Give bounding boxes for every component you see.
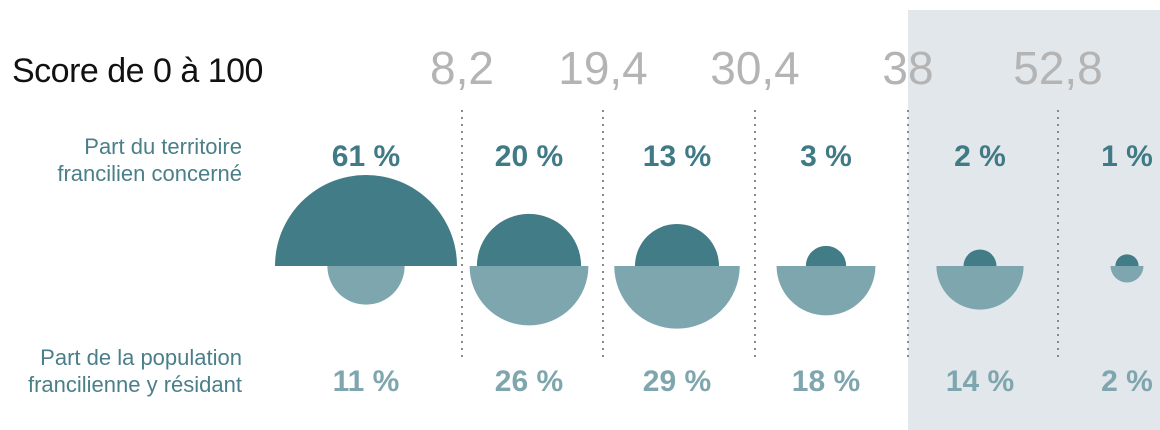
score-threshold-label: 19,4: [558, 42, 648, 94]
semicircles: [275, 175, 1144, 329]
population-row-label: Part de la population francilienne y rés…: [28, 344, 242, 398]
score-threshold-label: 38: [882, 42, 933, 94]
population-semicircle: [614, 266, 740, 329]
territory-semicircle: [963, 249, 997, 266]
highlighted-band: [908, 10, 1160, 430]
score-threshold-label: 30,4: [710, 42, 800, 94]
territory-percentage: 2 %: [954, 140, 1006, 173]
population-semicircle: [936, 266, 1024, 310]
population-semicircle: [469, 266, 589, 326]
population-semicircle: [327, 266, 405, 305]
population-label-line1: Part de la population: [40, 345, 242, 370]
population-semicircle: [1110, 266, 1144, 283]
territory-semicircle: [805, 245, 847, 266]
population-percentage: 11 %: [333, 365, 400, 398]
territory-semicircle: [275, 175, 457, 266]
territory-percentage: 13 %: [643, 140, 711, 173]
territory-percentage: 3 %: [800, 140, 852, 173]
territory-semicircle: [1115, 254, 1139, 266]
population-percentage: 18 %: [792, 365, 860, 398]
population-percentage: 2 %: [1101, 365, 1153, 398]
score-threshold-label: 8,2: [430, 42, 494, 94]
class-dividers: [461, 110, 1059, 362]
territory-label-line1: Part du territoire: [84, 134, 242, 159]
population-percentage: 29 %: [643, 365, 711, 398]
territory-semicircle: [476, 213, 582, 266]
territory-label-line2: francilien concerné: [57, 161, 242, 186]
percentage-labels: 61 % 11 % 20 % 26 % 13 % 29 % 3 % 18 % 2 % 14 % 1 …: [332, 140, 1153, 398]
score-thresholds: 8,2 19,4 30,4 38 52,8: [430, 42, 1103, 94]
territory-percentage: 61 %: [332, 140, 400, 173]
population-label-line2: francilienne y résidant: [27, 372, 242, 397]
score-label: Score de 0 à 100: [12, 52, 263, 90]
score-threshold-label: 52,8: [1013, 42, 1103, 94]
territory-percentage: 1 %: [1101, 140, 1153, 173]
population-percentage: 26 %: [495, 365, 563, 398]
territory-row-label: Part du territoire francilien concerné: [57, 133, 242, 187]
territory-percentage: 20 %: [495, 140, 563, 173]
population-percentage: 14 %: [946, 365, 1014, 398]
territory-semicircle: [634, 223, 720, 266]
population-semicircle: [776, 266, 876, 316]
